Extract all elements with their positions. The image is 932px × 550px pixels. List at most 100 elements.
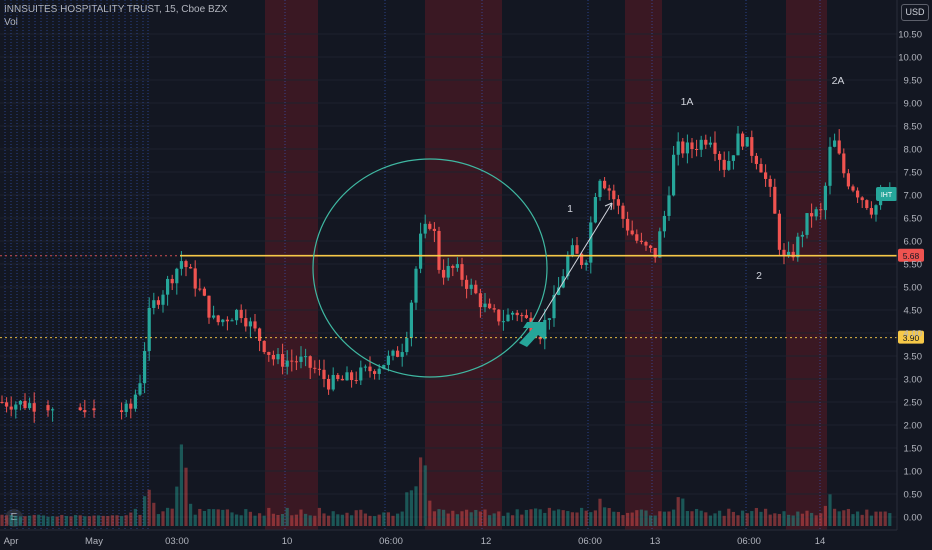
volume-bar bbox=[106, 516, 110, 526]
volume-bar bbox=[414, 486, 418, 526]
volume-bar bbox=[156, 514, 160, 526]
candle-body bbox=[460, 264, 464, 280]
candle-body bbox=[129, 403, 133, 409]
y-tick-label: 0.00 bbox=[904, 513, 923, 524]
volume-bar bbox=[621, 515, 625, 526]
candle-body bbox=[83, 410, 87, 413]
volume-bar bbox=[87, 516, 91, 526]
volume-bar bbox=[497, 511, 501, 526]
volume-bar bbox=[589, 512, 593, 526]
candle-body bbox=[506, 314, 510, 322]
volume-bar bbox=[258, 513, 262, 526]
candle-body bbox=[336, 374, 340, 379]
volume-bar bbox=[635, 510, 639, 526]
volume-bar bbox=[327, 515, 331, 526]
volume-bar bbox=[179, 444, 183, 526]
candle-body bbox=[469, 284, 473, 289]
candle-body bbox=[819, 209, 823, 211]
candle-body bbox=[442, 269, 446, 278]
volume-bar bbox=[745, 513, 749, 526]
volume-bar bbox=[768, 514, 772, 526]
volume-bar bbox=[630, 512, 634, 526]
volume-bar bbox=[92, 515, 96, 526]
x-tick-label: 12 bbox=[481, 536, 492, 547]
candle-body bbox=[796, 236, 800, 258]
volume-bar bbox=[713, 513, 717, 526]
candle-body bbox=[589, 222, 593, 263]
green-arrow-icon bbox=[519, 322, 544, 347]
candle-body bbox=[166, 278, 170, 295]
volume-bar bbox=[304, 513, 308, 526]
candle-body bbox=[354, 380, 358, 382]
volume-bar bbox=[754, 507, 758, 526]
candle-body bbox=[152, 300, 156, 308]
volume-bar bbox=[396, 513, 400, 526]
volume-bar bbox=[14, 515, 18, 526]
volume-bar bbox=[469, 512, 473, 526]
volume-bar bbox=[83, 516, 87, 526]
volume-bar bbox=[32, 514, 36, 526]
candle-body bbox=[874, 205, 878, 215]
candle-body bbox=[124, 403, 128, 413]
candle-body bbox=[580, 253, 584, 265]
volume-bar bbox=[166, 507, 170, 526]
volume-bar bbox=[773, 513, 777, 526]
candle-body bbox=[359, 367, 363, 381]
candle-body bbox=[51, 409, 55, 411]
volume-label[interactable]: Vol bbox=[4, 17, 18, 28]
candle-body bbox=[833, 140, 837, 147]
currency-badge[interactable]: USD bbox=[901, 4, 929, 21]
volume-bar bbox=[823, 505, 827, 526]
volume-bar bbox=[331, 511, 335, 526]
y-tick-label: 1.50 bbox=[904, 444, 923, 455]
volume-bar bbox=[524, 509, 528, 526]
volume-bar bbox=[865, 509, 869, 526]
volume-bar bbox=[699, 510, 703, 526]
candle-body bbox=[437, 230, 441, 270]
candle-body bbox=[184, 261, 188, 268]
candle-body bbox=[32, 403, 36, 412]
candle-body bbox=[0, 402, 4, 403]
wave-annotation: 2 bbox=[756, 270, 762, 282]
candle-body bbox=[432, 228, 436, 231]
last-price-tag bbox=[876, 187, 897, 201]
candle-body bbox=[396, 350, 400, 357]
candle-body bbox=[5, 402, 9, 407]
volume-bar bbox=[777, 513, 781, 526]
candle-body bbox=[14, 404, 18, 410]
candle-body bbox=[653, 247, 657, 258]
price-badge-bg bbox=[898, 330, 924, 344]
volume-bar bbox=[805, 510, 809, 526]
volume-bar bbox=[557, 509, 561, 526]
volume-bar bbox=[400, 511, 404, 526]
volume-bar bbox=[423, 465, 427, 526]
volume-bar bbox=[419, 457, 423, 526]
volume-bar bbox=[603, 507, 607, 526]
volume-bar bbox=[534, 508, 538, 526]
volume-bar bbox=[649, 515, 653, 526]
volume-bar bbox=[133, 508, 137, 526]
candle-body bbox=[865, 200, 869, 209]
candle-body bbox=[869, 208, 873, 215]
candle-body bbox=[515, 312, 519, 316]
candle-body bbox=[120, 410, 124, 413]
candle-body bbox=[667, 195, 671, 216]
volume-bar bbox=[662, 511, 666, 526]
candle-body bbox=[488, 303, 492, 309]
candle-body bbox=[704, 139, 708, 145]
price-badge-label: 5.68 bbox=[903, 251, 920, 261]
volume-bar bbox=[221, 509, 225, 526]
volume-bar bbox=[405, 492, 409, 526]
volume-bar bbox=[796, 511, 800, 526]
candle-body bbox=[179, 261, 183, 269]
y-tick-label: 3.50 bbox=[904, 352, 923, 363]
candle-body bbox=[745, 137, 749, 147]
x-tick-label: 13 bbox=[650, 536, 661, 547]
volume-bar bbox=[538, 509, 542, 526]
volume-bar bbox=[543, 512, 547, 526]
candle-body bbox=[492, 308, 496, 310]
candle-body bbox=[543, 319, 547, 340]
y-tick-label: 1.00 bbox=[904, 467, 923, 478]
y-tick-label: 4.50 bbox=[904, 306, 923, 317]
